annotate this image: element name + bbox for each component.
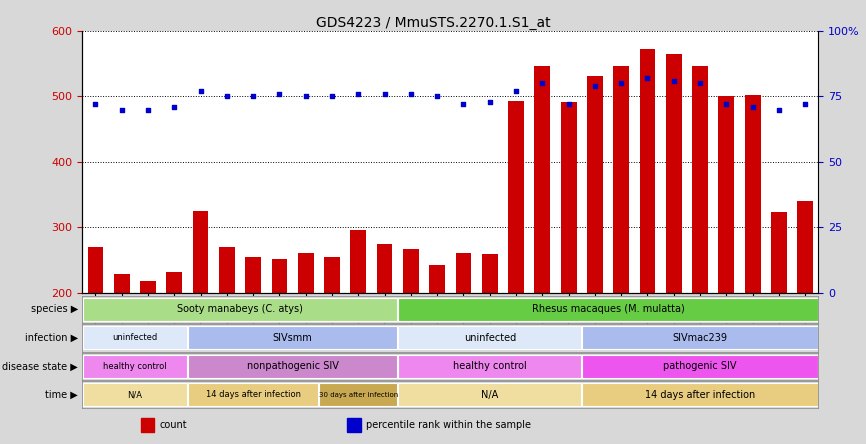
Bar: [534, 66, 550, 293]
Point: [746, 103, 759, 111]
Point: [273, 90, 287, 97]
Point: [378, 90, 391, 97]
Bar: [87, 247, 103, 293]
Text: N/A: N/A: [481, 390, 498, 400]
Text: SIVsmm: SIVsmm: [273, 333, 313, 343]
Text: SIVmac239: SIVmac239: [673, 333, 727, 343]
Text: Sooty manabeys (C. atys): Sooty manabeys (C. atys): [177, 305, 303, 314]
Point: [167, 103, 181, 111]
Bar: [82, 326, 187, 349]
Point: [246, 93, 260, 100]
Point: [614, 80, 628, 87]
Text: uninfected: uninfected: [113, 333, 158, 342]
Bar: [719, 96, 734, 293]
Bar: [272, 258, 288, 293]
Bar: [398, 298, 818, 321]
Point: [483, 98, 497, 105]
Bar: [219, 247, 235, 293]
Bar: [320, 383, 397, 406]
Point: [641, 75, 655, 82]
Bar: [798, 201, 813, 293]
Point: [798, 101, 812, 108]
Bar: [430, 265, 445, 293]
Point: [115, 106, 129, 113]
Point: [299, 93, 313, 100]
Text: nonpathogenic SIV: nonpathogenic SIV: [247, 361, 339, 371]
Bar: [398, 355, 581, 378]
Point: [720, 101, 734, 108]
Bar: [561, 103, 577, 293]
Bar: [587, 75, 603, 293]
Bar: [771, 212, 787, 293]
Text: N/A: N/A: [127, 390, 142, 399]
Bar: [745, 95, 760, 293]
Point: [535, 80, 549, 87]
Point: [562, 101, 576, 108]
Point: [352, 90, 365, 97]
Text: count: count: [159, 420, 187, 430]
Bar: [188, 355, 397, 378]
Bar: [582, 326, 818, 349]
Point: [667, 77, 681, 84]
Point: [772, 106, 785, 113]
Bar: [398, 383, 581, 406]
Text: infection ▶: infection ▶: [25, 333, 78, 343]
Bar: [351, 230, 366, 293]
Bar: [403, 249, 419, 293]
Point: [509, 87, 523, 95]
Bar: [582, 383, 818, 406]
Text: healthy control: healthy control: [453, 361, 527, 371]
Bar: [481, 254, 498, 293]
Bar: [166, 272, 182, 293]
Bar: [613, 66, 629, 293]
Point: [693, 80, 707, 87]
Bar: [141, 418, 154, 432]
Point: [456, 101, 470, 108]
Bar: [398, 326, 581, 349]
Text: 30 days after infection: 30 days after infection: [319, 392, 398, 398]
Bar: [666, 54, 682, 293]
Text: time ▶: time ▶: [45, 390, 78, 400]
Point: [404, 90, 417, 97]
Text: 14 days after infection: 14 days after infection: [645, 390, 755, 400]
Bar: [245, 257, 261, 293]
Bar: [113, 274, 130, 293]
Text: disease state ▶: disease state ▶: [3, 361, 78, 371]
Point: [588, 83, 602, 90]
Bar: [140, 281, 156, 293]
Point: [194, 87, 208, 95]
Bar: [377, 244, 392, 293]
Text: pathogenic SIV: pathogenic SIV: [663, 361, 737, 371]
Text: 14 days after infection: 14 days after infection: [205, 390, 301, 399]
Bar: [347, 418, 360, 432]
Bar: [692, 66, 708, 293]
Point: [88, 101, 102, 108]
Text: species ▶: species ▶: [30, 305, 78, 314]
Point: [220, 93, 234, 100]
Text: healthy control: healthy control: [103, 362, 166, 371]
Bar: [188, 326, 397, 349]
Text: GDS4223 / MmuSTS.2270.1.S1_at: GDS4223 / MmuSTS.2270.1.S1_at: [316, 16, 550, 30]
Point: [430, 93, 444, 100]
Point: [325, 93, 339, 100]
Point: [141, 106, 155, 113]
Text: Rhesus macaques (M. mulatta): Rhesus macaques (M. mulatta): [532, 305, 684, 314]
Bar: [82, 383, 187, 406]
Bar: [82, 298, 397, 321]
Bar: [82, 355, 187, 378]
Text: percentile rank within the sample: percentile rank within the sample: [365, 420, 531, 430]
Bar: [192, 211, 209, 293]
Bar: [582, 355, 818, 378]
Bar: [298, 254, 313, 293]
Bar: [456, 254, 471, 293]
Bar: [640, 49, 656, 293]
Bar: [188, 383, 319, 406]
Bar: [324, 257, 339, 293]
Bar: [508, 101, 524, 293]
Text: uninfected: uninfected: [463, 333, 516, 343]
